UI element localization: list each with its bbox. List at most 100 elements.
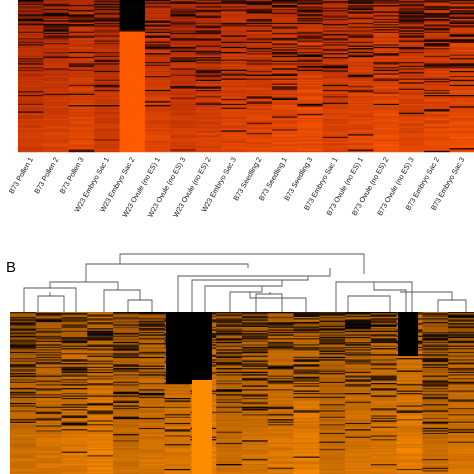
heatmap-cell — [271, 121, 298, 124]
heatmap-cell — [348, 92, 374, 94]
heatmap-cell — [322, 148, 349, 150]
heatmap-cell — [319, 452, 346, 455]
heatmap-cell — [373, 24, 400, 26]
heatmap-cell — [373, 78, 400, 81]
heatmap-cell — [271, 22, 298, 25]
heatmap-cell — [87, 338, 114, 340]
heatmap-cell — [87, 354, 114, 356]
heatmap-cell — [267, 323, 294, 325]
heatmap-cell — [345, 385, 372, 388]
heatmap-cell — [348, 21, 374, 24]
heatmap-cell — [144, 134, 171, 136]
heatmap-cell — [119, 139, 146, 141]
heatmap-cell — [94, 8, 120, 11]
heatmap-cell — [144, 49, 171, 51]
heatmap-cell — [216, 338, 243, 340]
heatmap-cell — [267, 331, 294, 334]
heatmap-cell — [293, 344, 320, 346]
heatmap-cell — [68, 54, 95, 56]
heatmap-cell — [297, 79, 323, 82]
heatmap-cell — [319, 454, 346, 456]
heatmap-cell — [216, 333, 243, 335]
heatmap-cell — [348, 20, 374, 22]
heatmap-cell — [373, 141, 400, 144]
heatmap-cell — [424, 124, 450, 126]
heatmap-cell — [345, 407, 372, 410]
heatmap-cell — [319, 371, 346, 374]
heatmap-cell — [373, 53, 400, 55]
heatmap-cell — [138, 315, 165, 318]
heatmap-cell — [113, 470, 140, 472]
heatmap-cell — [113, 412, 140, 415]
heatmap-cell — [246, 49, 273, 51]
heatmap-cell — [68, 43, 95, 45]
heatmap-cell — [373, 102, 400, 105]
heatmap-cell — [370, 425, 397, 427]
heatmap-cell — [449, 48, 474, 50]
heatmap-cell — [319, 345, 346, 348]
heatmap-cell — [398, 141, 425, 144]
heatmap-cell — [271, 11, 298, 13]
heatmap-cell — [113, 457, 140, 460]
heatmap-cell — [113, 324, 140, 326]
heatmap-cell — [267, 405, 294, 407]
heatmap-cell — [319, 444, 346, 446]
heatmap-cell — [119, 73, 146, 75]
heatmap-cell — [119, 1, 146, 3]
heatmap-cell — [424, 64, 450, 67]
heatmap-cell — [448, 391, 474, 394]
heatmap-cell — [216, 386, 243, 389]
heatmap-cell — [242, 427, 269, 430]
heatmap-cell — [267, 456, 294, 459]
heatmap-cell — [322, 115, 349, 117]
heatmap-cell — [221, 100, 247, 102]
heatmap-cell — [87, 414, 114, 416]
heatmap-cell — [18, 96, 44, 98]
heatmap-cell — [138, 470, 165, 472]
heatmap-cell — [144, 21, 171, 24]
heatmap-cell — [216, 395, 243, 397]
heatmap-cell — [43, 54, 70, 56]
heatmap-cell — [422, 416, 449, 419]
heatmap-cell — [322, 12, 349, 15]
heatmap-cell — [246, 48, 273, 50]
heatmap-cell — [94, 57, 120, 59]
heatmap-cell — [170, 140, 197, 143]
heatmap-cell — [170, 5, 197, 7]
heatmap-cell — [138, 417, 165, 420]
heatmap-cell — [68, 68, 95, 70]
heatmap-cell — [449, 53, 474, 55]
heatmap-cell — [370, 383, 397, 385]
heatmap-cell — [10, 379, 37, 381]
heatmap-cell — [138, 333, 165, 335]
heatmap-cell — [144, 114, 171, 116]
heatmap-cell — [242, 461, 269, 464]
heatmap-cell — [43, 135, 70, 138]
heatmap-cell — [396, 368, 423, 370]
heatmap-cell — [373, 119, 400, 121]
heatmap-cell — [43, 145, 70, 148]
heatmap-cell — [297, 81, 323, 83]
heatmap-cell — [10, 335, 37, 338]
heatmap-cell — [10, 321, 37, 324]
heatmap-cell — [267, 378, 294, 380]
heatmap-cell — [271, 19, 298, 21]
heatmap-cell — [43, 55, 70, 58]
heatmap-cell — [370, 409, 397, 411]
heatmap-cell — [271, 86, 298, 88]
heatmap-cell — [221, 44, 247, 46]
heatmap-cell — [422, 454, 449, 456]
heatmap-cell — [68, 106, 95, 108]
heatmap-cell — [293, 331, 320, 334]
heatmap-cell — [144, 57, 171, 59]
heatmap-cell — [396, 446, 423, 449]
heatmap-cell — [370, 336, 397, 339]
heatmap-cell — [87, 355, 114, 358]
heatmap-cell — [61, 447, 88, 450]
heatmap-cell — [43, 26, 70, 29]
heatmap-cell — [267, 318, 294, 320]
heatmap-cell — [422, 467, 449, 470]
heatmap-cell — [422, 420, 449, 422]
heatmap-b — [10, 312, 474, 474]
heatmap-cell — [61, 366, 88, 369]
